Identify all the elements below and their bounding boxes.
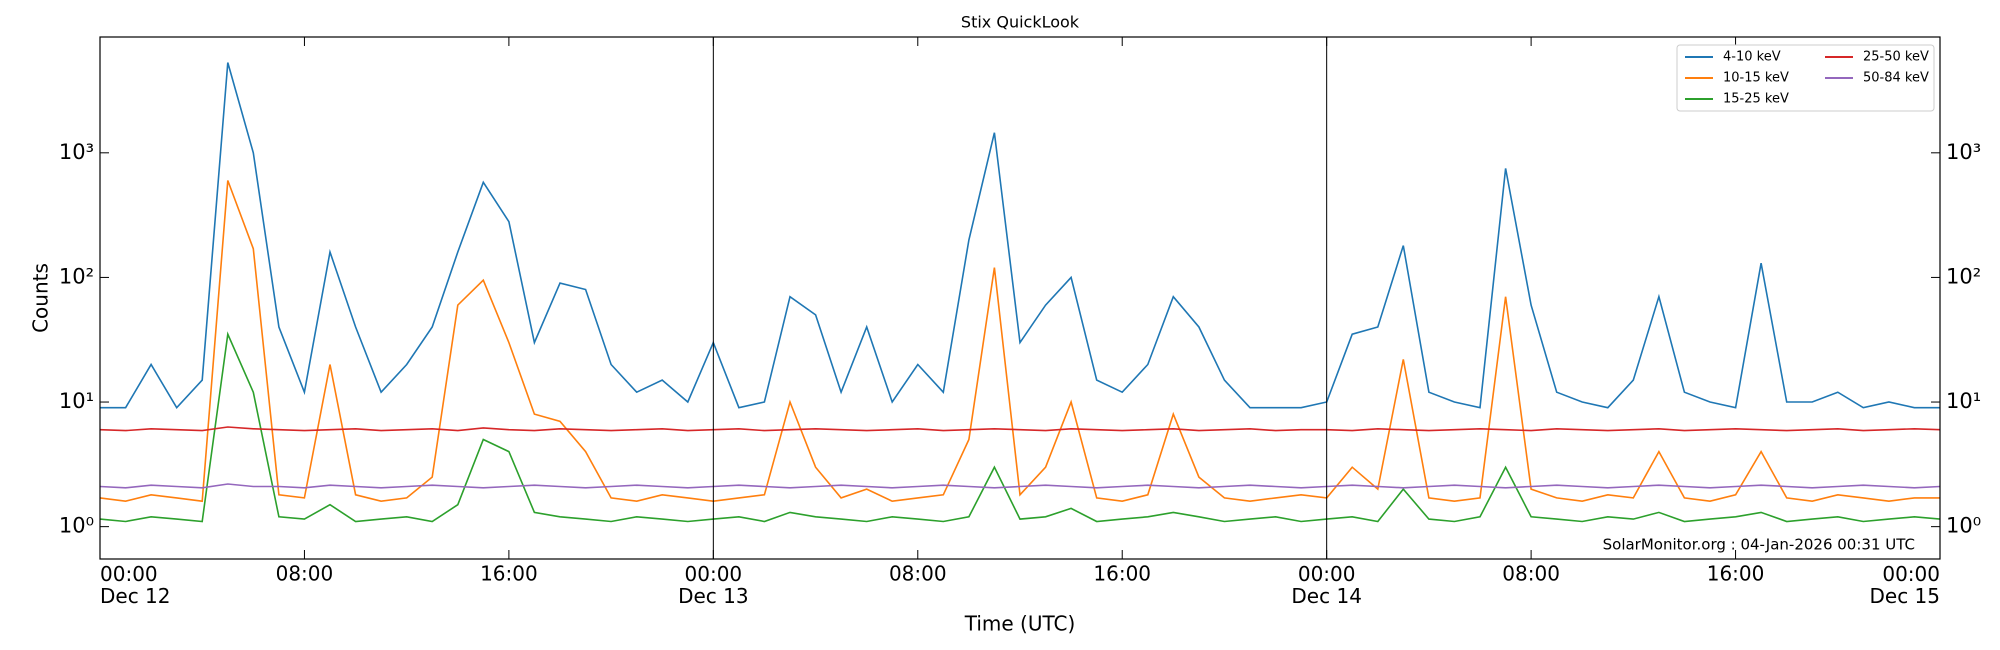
- x-tick-label: 00:00 Dec 14: [1291, 562, 1362, 608]
- y-tick-label: 10¹: [59, 389, 94, 413]
- y-tick-label: 10²: [1946, 264, 1981, 288]
- x-tick-label: 00:00 Dec 12: [100, 562, 171, 608]
- plot-frame: [99, 36, 1941, 560]
- legend-label: 15-25 keV: [1723, 92, 1789, 107]
- x-tick-label: 00:00 Dec 15: [1869, 562, 1940, 608]
- x-tick-label: 08:00: [889, 562, 947, 586]
- series-line: [100, 483, 1940, 489]
- x-tick-label: 16:00: [1707, 562, 1765, 586]
- y-tick-label: 10²: [59, 264, 94, 288]
- x-tick-label: 08:00: [1502, 562, 1560, 586]
- y-tick-label: 10³: [59, 140, 94, 164]
- legend-box: [1676, 44, 1935, 112]
- chart-title: Stix QuickLook: [961, 13, 1080, 32]
- y-tick-label: 10⁰: [1946, 514, 1981, 538]
- legend-label: 25-50 keV: [1863, 50, 1929, 65]
- x-tick-label: 00:00 Dec 13: [678, 562, 749, 608]
- series-line: [100, 180, 1940, 503]
- y-axis-label: Counts: [29, 263, 53, 333]
- x-tick-label: 16:00: [1093, 562, 1151, 586]
- series-line: [100, 331, 1940, 523]
- legend-label: 4-10 keV: [1723, 50, 1781, 65]
- legend-label: 50-84 keV: [1863, 71, 1929, 86]
- annotation: SolarMonitor.org : 04-Jan-2026 00:31 UTC: [1603, 536, 1915, 554]
- y-tick-label: 10⁰: [59, 514, 94, 538]
- y-tick-label: 10¹: [1946, 389, 1981, 413]
- y-tick-label: 10³: [1946, 140, 1981, 164]
- x-axis-label: Time (UTC): [964, 612, 1076, 636]
- series-line: [100, 426, 1940, 432]
- legend-label: 10-15 keV: [1723, 71, 1789, 86]
- series-line: [100, 62, 1940, 410]
- x-tick-label: 08:00: [276, 562, 334, 586]
- x-tick-label: 16:00: [480, 562, 538, 586]
